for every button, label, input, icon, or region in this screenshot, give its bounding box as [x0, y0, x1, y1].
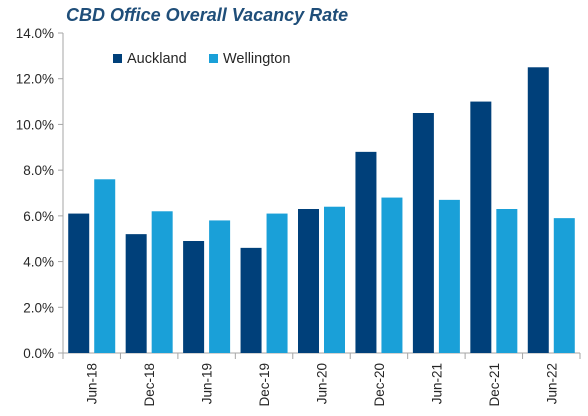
x-tick-label: Jun-21 — [429, 363, 444, 404]
bar-auckland-dec-20 — [355, 151, 377, 353]
bar-wellington-dec-20 — [381, 197, 403, 353]
y-tick-label: 12.0% — [16, 72, 54, 87]
y-tick-label: 8.0% — [23, 163, 54, 178]
y-tick-label: 6.0% — [23, 209, 54, 224]
bar-auckland-jun-18 — [68, 213, 90, 353]
y-tick-label: 0.0% — [23, 346, 54, 361]
bar-wellington-jun-19 — [209, 220, 231, 353]
bar-wellington-dec-21 — [496, 209, 518, 353]
x-tick-label: Dec-19 — [257, 363, 272, 407]
bar-wellington-jun-22 — [553, 218, 575, 353]
bar-auckland-dec-18 — [125, 234, 147, 353]
legend-label-auckland: Auckland — [127, 51, 187, 67]
bar-auckland-dec-19 — [240, 247, 262, 353]
x-tick-label: Dec-20 — [372, 363, 387, 407]
bar-wellington-jun-18 — [94, 179, 116, 353]
y-tick-label: 10.0% — [16, 117, 54, 132]
legend-swatch-wellington — [209, 54, 218, 63]
x-tick-label: Jun-20 — [315, 363, 330, 404]
bar-wellington-jun-20 — [324, 206, 345, 353]
x-tick-label: Dec-18 — [142, 363, 157, 407]
legend-label-wellington: Wellington — [223, 51, 290, 67]
y-tick-label: 4.0% — [23, 255, 54, 270]
x-tick-label: Jun-22 — [544, 363, 559, 404]
y-tick-label: 2.0% — [23, 300, 54, 315]
x-tick-label: Jun-18 — [85, 363, 100, 404]
bar-auckland-jun-19 — [183, 241, 205, 353]
bar-auckland-jun-22 — [527, 67, 549, 354]
bar-wellington-dec-19 — [266, 213, 288, 353]
x-tick-label: Jun-19 — [200, 363, 215, 404]
chart-title: CBD Office Overall Vacancy Rate — [66, 5, 349, 25]
bar-auckland-dec-21 — [470, 101, 492, 353]
bar-auckland-jun-20 — [298, 209, 319, 353]
bar-wellington-dec-18 — [151, 211, 173, 353]
bar-auckland-jun-21 — [412, 113, 434, 353]
bar-wellington-jun-21 — [438, 199, 460, 353]
x-tick-label: Dec-21 — [487, 363, 502, 407]
legend-swatch-auckland — [113, 54, 122, 63]
y-tick-label: 14.0% — [16, 26, 54, 41]
